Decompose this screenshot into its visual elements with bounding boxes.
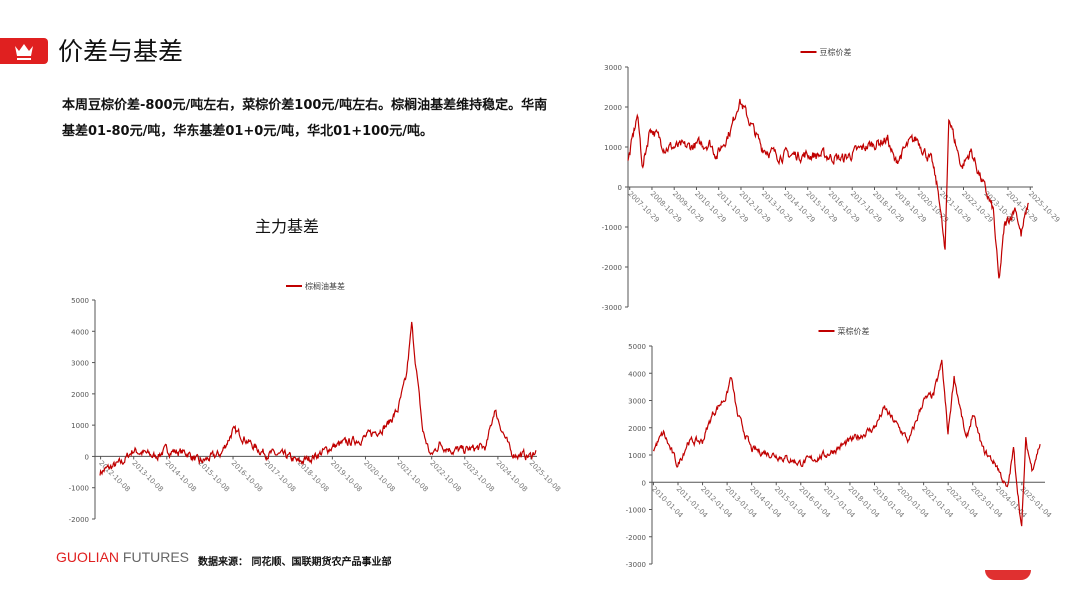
y-tick-label: 5000 bbox=[628, 343, 646, 351]
y-tick-label: 4000 bbox=[71, 328, 89, 336]
y-tick-label: -1000 bbox=[602, 224, 622, 232]
series-line bbox=[627, 98, 1029, 279]
legend-label: 菜棕价差 bbox=[838, 326, 870, 336]
y-tick-label: -2000 bbox=[602, 264, 622, 272]
y-tick-label: 4000 bbox=[628, 370, 646, 378]
y-tick-label: 2000 bbox=[604, 104, 622, 112]
x-tick-label: 2022-10-08 bbox=[428, 459, 462, 493]
x-tick-label: 2024-10-08 bbox=[494, 459, 528, 493]
x-tick-label: 2015-10-08 bbox=[197, 459, 231, 493]
y-tick-label: -2000 bbox=[69, 516, 89, 524]
x-tick-label: 2023-10-08 bbox=[461, 459, 495, 493]
data-source: 数据来源： 同花顺、国联期货农产品事业部 bbox=[198, 557, 392, 568]
x-tick-label: 2021-10-08 bbox=[395, 459, 429, 493]
legend-label: 棕榈油基差 bbox=[305, 281, 345, 291]
chart-title: 主力基差 bbox=[255, 217, 320, 236]
y-tick-label: 0 bbox=[642, 479, 646, 487]
page-title: 价差与基差 bbox=[58, 37, 184, 66]
y-tick-label: 1000 bbox=[71, 422, 89, 430]
y-tick-label: 1000 bbox=[628, 452, 646, 460]
y-tick-label: 3000 bbox=[604, 64, 622, 72]
y-tick-label: 1000 bbox=[604, 144, 622, 152]
y-tick-label: 3000 bbox=[71, 360, 89, 368]
crown-icon bbox=[15, 44, 33, 60]
y-tick-label: -1000 bbox=[69, 485, 89, 493]
y-tick-label: -3000 bbox=[626, 561, 646, 569]
y-tick-label: 3000 bbox=[628, 398, 646, 406]
chart-1: -3000-2000-100001000200030002007-10-2920… bbox=[602, 47, 1062, 312]
legend-label: 豆棕价差 bbox=[820, 47, 852, 57]
series-line bbox=[652, 359, 1041, 527]
y-tick-label: 2000 bbox=[628, 425, 646, 433]
x-tick-label: 2013-10-08 bbox=[130, 459, 164, 493]
y-tick-label: -3000 bbox=[602, 304, 622, 312]
x-tick-label: 2018-10-08 bbox=[296, 459, 330, 493]
y-tick-label: -2000 bbox=[626, 534, 646, 542]
x-tick-label: 2017-10-08 bbox=[263, 459, 297, 493]
x-tick-label: 2014-10-08 bbox=[163, 459, 197, 493]
y-tick-label: 0 bbox=[618, 184, 622, 192]
x-tick-label: 2019-10-08 bbox=[329, 459, 363, 493]
x-tick-label: 2020-10-08 bbox=[362, 459, 396, 493]
x-tick-label: 2025-10-08 bbox=[528, 459, 562, 493]
y-tick-label: 0 bbox=[85, 453, 89, 461]
y-tick-label: 2000 bbox=[71, 391, 89, 399]
summary-text: 本周豆棕价差-800元/吨左右，菜棕价差100元/吨左右。棕榈油基差维持稳定。华… bbox=[62, 98, 548, 139]
chart-0: -2000-10000100020003000400050002012-10-0… bbox=[69, 281, 562, 524]
x-tick-label: 2016-10-08 bbox=[230, 459, 264, 493]
series-line bbox=[99, 321, 537, 476]
y-tick-label: -1000 bbox=[626, 507, 646, 515]
decoration bbox=[985, 570, 1031, 580]
y-tick-label: 5000 bbox=[71, 297, 89, 305]
crown-icon-badge bbox=[0, 38, 48, 64]
chart-2: -3000-2000-10000100020003000400050002010… bbox=[626, 326, 1054, 569]
logo: GUOLIAN FUTURES bbox=[56, 549, 190, 565]
